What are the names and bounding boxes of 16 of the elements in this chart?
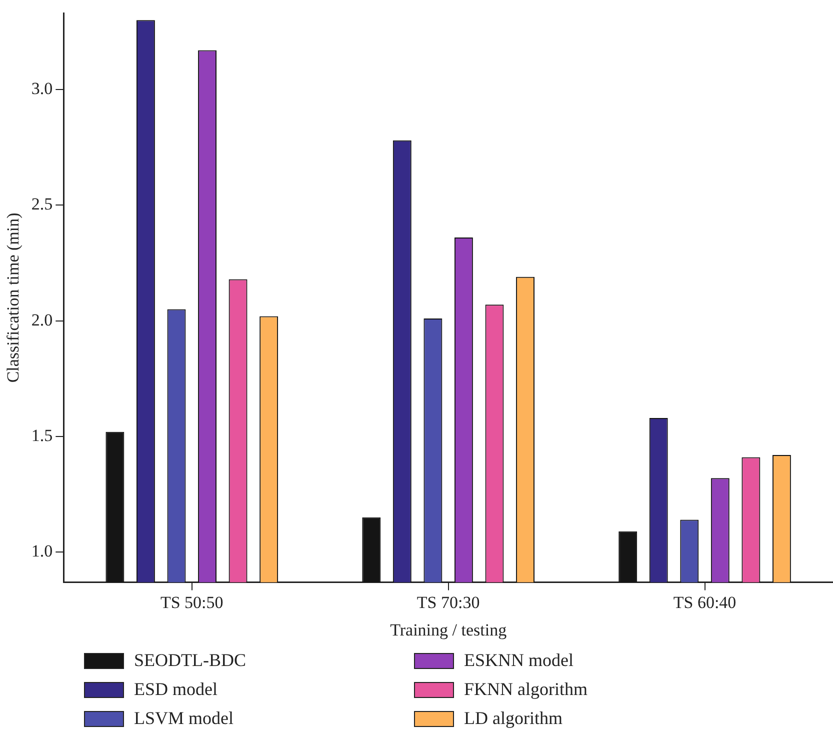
y-tick-label: 3.0 <box>31 79 53 98</box>
legend-label: SEODTL-BDC <box>134 650 246 671</box>
y-tick-label: 2.0 <box>31 310 53 330</box>
legend-label: ESKNN model <box>464 650 574 671</box>
y-tick-label: 1.0 <box>31 542 53 561</box>
legend-label: ESD model <box>134 679 218 700</box>
y-axis-title: Classification time (min) <box>4 212 23 383</box>
x-tick-label: TS 70:30 <box>416 592 480 612</box>
x-tick-label: TS 50:50 <box>160 592 224 612</box>
legend-label: FKNN algorithm <box>464 679 588 700</box>
x-axis-title: Training / testing <box>390 620 508 640</box>
x-tick-label: TS 60:40 <box>673 592 736 612</box>
legend-label: LD algorithm <box>464 708 562 729</box>
legend-label: LSVM model <box>134 708 234 729</box>
y-tick-label: 2.5 <box>31 194 53 214</box>
y-tick-label: 1.5 <box>31 426 53 445</box>
